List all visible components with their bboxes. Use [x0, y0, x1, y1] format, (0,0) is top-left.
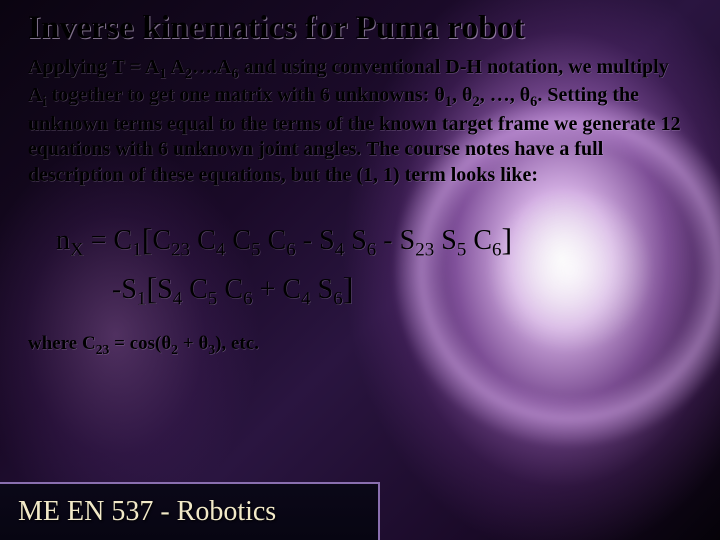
eq-sub: 6	[243, 288, 253, 309]
equation-line-2: -S1[S4 C5 C6 + C4 S6]	[112, 264, 692, 313]
body-text: Applying T = A	[28, 56, 159, 78]
eq-sp	[261, 225, 268, 256]
where-sub: 23	[96, 342, 110, 357]
eq-c4: C	[197, 225, 216, 256]
eq-s: S	[344, 225, 367, 256]
eq-lbracket: [	[142, 221, 153, 257]
eq-c: C	[466, 225, 492, 256]
eq-sub: 4	[173, 288, 183, 309]
eq-rbracket: ]	[502, 221, 513, 257]
where-text: + θ	[178, 333, 208, 354]
eq-sub: 6	[286, 239, 296, 260]
body-text: , …, θ	[480, 84, 530, 106]
where-text: ), etc.	[215, 333, 259, 354]
eq-s6: S	[311, 274, 334, 305]
eq-sub: 4	[335, 239, 345, 260]
eq-c23: C	[152, 225, 171, 256]
eq-c6: C	[217, 274, 243, 305]
eq-sub: 6	[492, 239, 502, 260]
eq-c5: C	[232, 225, 251, 256]
eq-lbracket: [	[146, 270, 157, 306]
eq-s: S	[434, 225, 457, 256]
where-clause: where C23 = cos(θ2 + θ3), etc.	[28, 333, 692, 358]
eq-c5: C	[182, 274, 208, 305]
sub-t1: 1	[445, 94, 452, 110]
where-text: where C	[28, 333, 96, 354]
slide-title: Inverse kinematics for Puma robot	[28, 10, 692, 47]
eq-sub: 1	[137, 288, 147, 309]
eq-sub: 5	[251, 239, 261, 260]
footer-label: ME EN 537 - Robotics	[18, 496, 276, 528]
equation-block: nX = C1[C23 C4 C5 C6 - S4 S6 - S23 S5 C6…	[56, 215, 692, 313]
eq-plus: + C	[253, 274, 301, 305]
eq-sub: 6	[333, 288, 343, 309]
eq-sub: 4	[301, 288, 311, 309]
sub-t2: 2	[473, 94, 480, 110]
slide-body: Applying T = A1 A2….A6 and using convent…	[28, 55, 688, 189]
eq-eq: = C	[84, 225, 132, 256]
sub-6: 6	[231, 66, 238, 82]
body-text: together to get one matrix with 6 unknow…	[46, 84, 444, 106]
eq-sub: 23	[171, 239, 190, 260]
where-text: = cos(θ	[109, 333, 171, 354]
eq-minus: - S	[376, 225, 415, 256]
slide-content: Inverse kinematics for Puma robot Applyi…	[0, 0, 720, 540]
footer-bar: ME EN 537 - Robotics	[0, 482, 380, 540]
eq-sub: 5	[457, 239, 467, 260]
eq-sub: 5	[208, 288, 218, 309]
body-text: , θ	[452, 84, 472, 106]
sub-2: 2	[185, 66, 192, 82]
eq-minus: - S	[296, 225, 335, 256]
eq-c6: C	[268, 225, 287, 256]
equation-line-1: nX = C1[C23 C4 C5 C6 - S4 S6 - S23 S5 C6…	[56, 215, 692, 264]
eq-sub: 23	[415, 239, 434, 260]
eq-nx-sub: X	[70, 239, 84, 260]
eq-nx: n	[56, 225, 70, 256]
body-text: A	[166, 56, 184, 78]
eq-sub: 1	[132, 239, 142, 260]
eq-sub: 4	[216, 239, 226, 260]
eq-rbracket: ]	[343, 270, 354, 306]
eq-neg-s1: -S	[112, 274, 137, 305]
eq-s4: S	[157, 274, 173, 305]
body-text: ….A	[192, 56, 231, 78]
eq-sub: 6	[367, 239, 377, 260]
